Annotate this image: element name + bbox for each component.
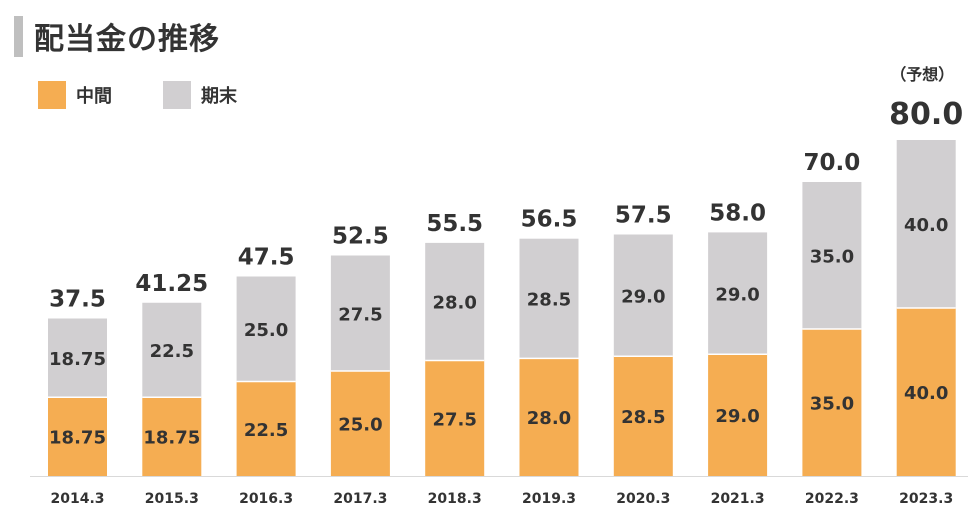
bar-final-2018.3 (425, 242, 485, 361)
chart-title: 配当金の推移 (34, 22, 220, 57)
data-label-final-2023.3: 40.0 (904, 215, 948, 236)
forecast-note: （予想） (890, 65, 954, 84)
bar-final-2021.3 (708, 232, 768, 355)
data-label-final-2021.3: 29.0 (715, 284, 759, 305)
data-label-final-2017.3: 27.5 (338, 304, 382, 325)
total-label-2019.3: 56.5 (521, 207, 578, 233)
total-label-2021.3: 58.0 (709, 200, 766, 226)
bar-interim-2022.3 (802, 329, 862, 476)
x-tick-label-2017.3: 2017.3 (333, 491, 387, 507)
data-label-final-2019.3: 28.5 (527, 290, 571, 311)
total-label-2017.3: 52.5 (332, 224, 389, 250)
bar-interim-2020.3 (613, 356, 673, 476)
legend-label-final: 期末 (201, 86, 237, 107)
data-label-interim-2014.3: 18.75 (49, 428, 106, 449)
bar-final-2014.3 (48, 318, 107, 398)
bar-final-2022.3 (802, 182, 862, 329)
data-label-final-2014.3: 18.75 (49, 349, 106, 370)
bar-interim-2016.3 (236, 381, 296, 476)
data-label-interim-2021.3: 29.0 (715, 406, 759, 427)
x-tick-label-2018.3: 2018.3 (428, 491, 482, 507)
data-label-final-2018.3: 28.0 (432, 293, 476, 314)
x-tick-label-2020.3: 2020.3 (616, 491, 670, 507)
bar-final-2015.3 (142, 302, 202, 398)
legend-item-final: 期末 (163, 80, 237, 110)
title-accent-bar (14, 16, 23, 57)
bar-interim-2017.3 (330, 371, 390, 476)
legend-label-interim: 中間 (76, 86, 112, 107)
bar-interim-2019.3 (519, 358, 579, 476)
total-label-2016.3: 47.5 (238, 245, 295, 271)
x-tick-label-2016.3: 2016.3 (239, 491, 293, 507)
data-label-interim-2016.3: 22.5 (244, 420, 288, 441)
bar-final-2016.3 (236, 276, 296, 382)
total-label-2023.3: 80.0 (889, 97, 963, 132)
data-label-interim-2019.3: 28.0 (527, 408, 571, 429)
data-label-interim-2015.3: 18.75 (143, 428, 200, 449)
bar-interim-2021.3 (708, 354, 768, 476)
x-tick-label-2014.3: 2014.3 (50, 491, 104, 507)
data-label-interim-2017.3: 25.0 (338, 415, 382, 436)
bar-interim-2018.3 (425, 360, 485, 476)
bar-final-2023.3 (896, 140, 956, 308)
total-label-2018.3: 55.5 (426, 211, 483, 237)
x-tick-label-2023.3: 2023.3 (899, 491, 953, 507)
legend-item-interim: 中間 (38, 80, 112, 110)
x-tick-label-2022.3: 2022.3 (805, 491, 859, 507)
total-label-2020.3: 57.5 (615, 203, 672, 229)
total-label-2015.3: 41.25 (135, 271, 208, 297)
total-label-2022.3: 70.0 (804, 150, 861, 176)
bar-interim-2023.3 (896, 308, 956, 476)
data-label-interim-2020.3: 28.5 (621, 407, 665, 428)
bar-interim-2014.3 (48, 397, 107, 476)
bar-final-2017.3 (330, 255, 390, 371)
data-label-final-2015.3: 22.5 (150, 341, 194, 362)
bar-final-2019.3 (519, 238, 579, 359)
bar-interim-2015.3 (142, 397, 202, 476)
data-label-interim-2022.3: 35.0 (810, 394, 854, 415)
x-tick-label-2015.3: 2015.3 (145, 491, 199, 507)
legend-swatch-final (163, 81, 191, 109)
data-label-interim-2023.3: 40.0 (904, 383, 948, 404)
data-label-final-2022.3: 35.0 (810, 247, 854, 268)
legend-swatch-interim (38, 81, 66, 109)
total-label-2014.3: 37.5 (49, 287, 106, 313)
data-label-final-2020.3: 29.0 (621, 286, 665, 307)
data-label-interim-2018.3: 27.5 (432, 409, 476, 430)
x-tick-label-2021.3: 2021.3 (711, 491, 765, 507)
data-label-final-2016.3: 25.0 (244, 320, 288, 341)
bar-final-2020.3 (613, 234, 673, 357)
x-tick-label-2019.3: 2019.3 (522, 491, 576, 507)
